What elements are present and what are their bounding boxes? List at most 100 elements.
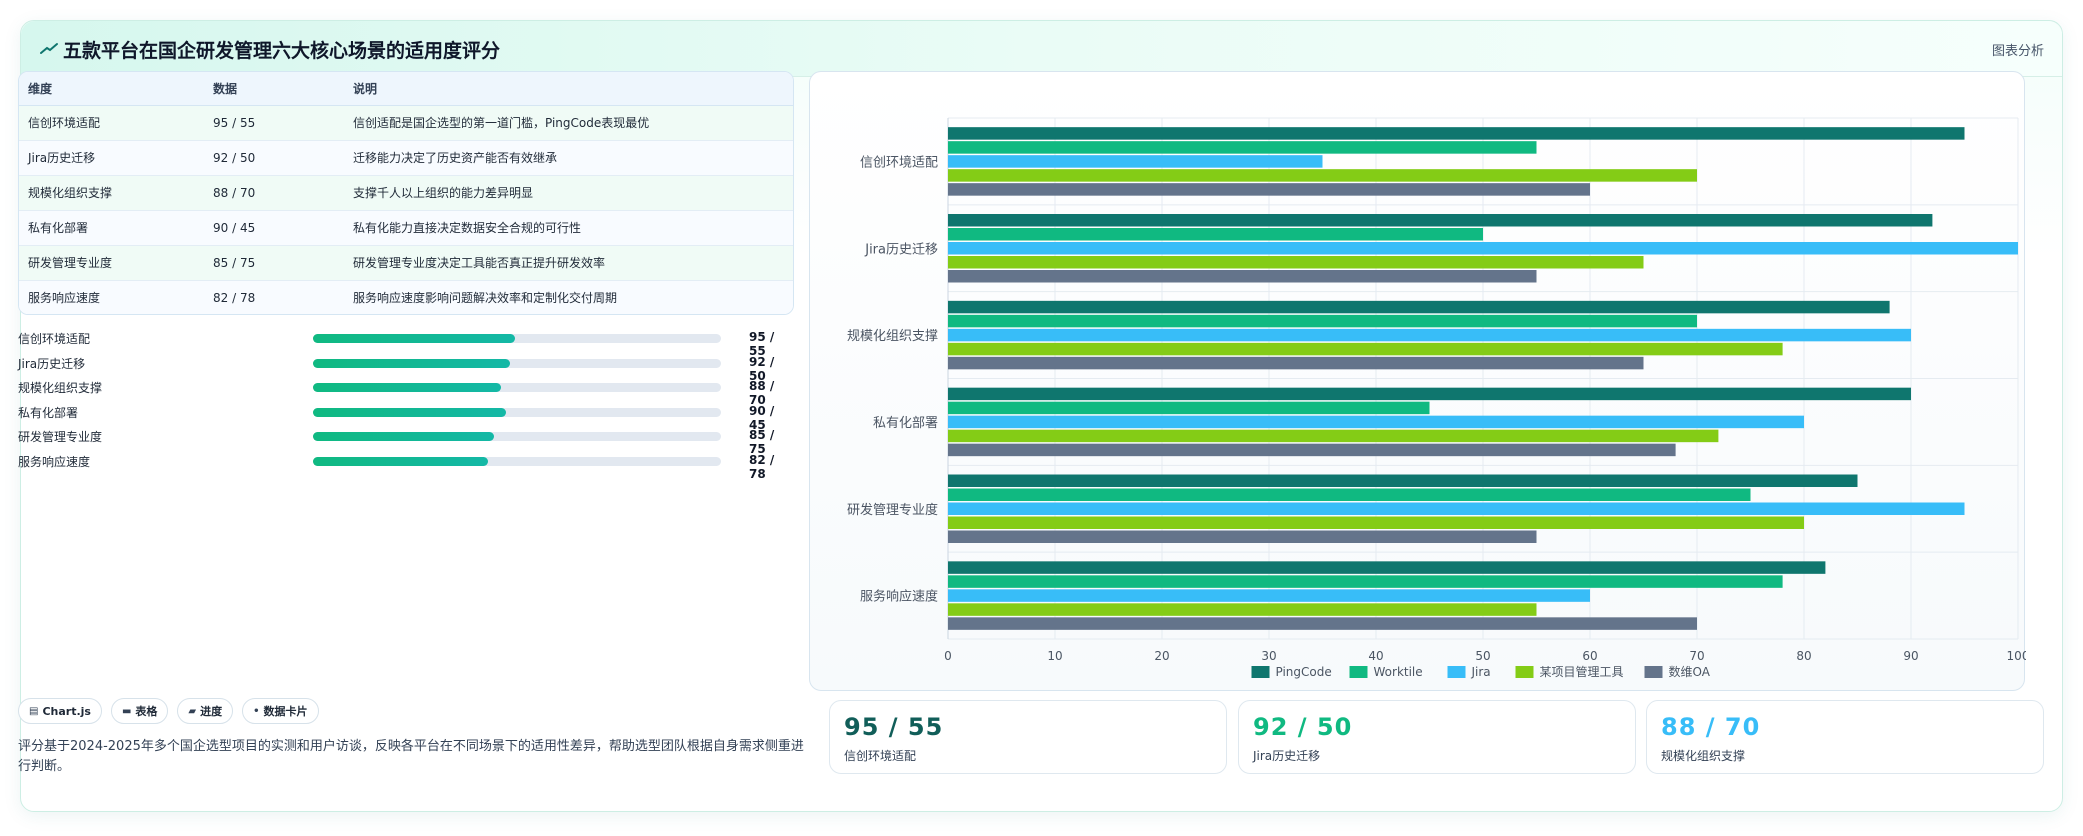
progress-icon: ▰ bbox=[188, 705, 197, 717]
y-tick-label: 信创环境适配 bbox=[860, 155, 938, 170]
table-cell-desc: 研发管理专业度决定工具能否真正提升研发效率 bbox=[344, 245, 793, 281]
bar-PingCode bbox=[948, 474, 1858, 487]
progress-list: 信创环境适配 95 / 55 Jira历史迁移 92 / 50 规模化组织支撑 88 / … bbox=[18, 326, 794, 481]
bar-数维OA bbox=[948, 356, 1644, 370]
column-header: 维度 bbox=[19, 72, 204, 106]
header: 五款平台在国企研发管理六大核心场景的适用度评分 图表分析 bbox=[21, 21, 2062, 77]
tag-chart[interactable]: ▤ Chart.js bbox=[18, 698, 102, 724]
table-cell-dim: 规模化组织支撑 bbox=[19, 175, 204, 211]
column-header: 数据 bbox=[204, 72, 344, 106]
table-cell-desc: 私有化能力直接决定数据安全合规的可行性 bbox=[344, 210, 793, 246]
legend-label: 数维OA bbox=[1669, 664, 1711, 679]
stat-card: 88 / 70 规模化组织支撑 bbox=[1646, 700, 2044, 774]
tag-list: ▤ Chart.js ▬ 表格 ▰ 进度 • 数据卡片 bbox=[18, 698, 319, 724]
y-tick-label: 私有化部署 bbox=[873, 416, 938, 431]
table-cell-desc: 信创适配是国企选型的第一道门槛，PingCode表现最优 bbox=[344, 105, 793, 141]
stat-value: 92 / 50 bbox=[1253, 713, 1353, 741]
progress-track bbox=[313, 383, 721, 392]
stat-label: Jira历史迁移 bbox=[1253, 749, 1321, 763]
bar-某项目管理工具 bbox=[948, 603, 1537, 616]
legend-label: PingCode bbox=[1276, 665, 1332, 679]
progress-label: 规模化组织支撑 bbox=[18, 381, 103, 395]
table-row: Jira历史迁移 92 / 50 迁移能力决定了历史资产能否有效继承 bbox=[19, 140, 793, 176]
score-table: 维度 数据 说明 信创环境适配 95 / 55 信创适配是国企选型的第一道门槛，Pi… bbox=[18, 71, 794, 315]
table-cell-data: 92 / 50 bbox=[204, 140, 344, 176]
progress-row: 信创环境适配 95 / 55 bbox=[18, 326, 794, 358]
legend-label: Worktile bbox=[1374, 665, 1423, 679]
table-row: 私有化部署 90 / 45 私有化能力直接决定数据安全合规的可行性 bbox=[19, 210, 793, 246]
progress-value: 92 / 50 bbox=[749, 354, 775, 383]
bar-Worktile bbox=[948, 401, 1430, 415]
tag-label: 数据卡片 bbox=[263, 705, 308, 718]
y-tick-label: 规模化组织支撑 bbox=[847, 329, 938, 344]
progress-fill bbox=[313, 432, 495, 441]
bar-PingCode bbox=[948, 561, 1826, 574]
y-tick-label: Jira历史迁移 bbox=[864, 242, 938, 257]
progress-track bbox=[313, 432, 721, 441]
table-row: 服务响应速度 82 / 78 服务响应速度影响问题解决效率和定制化交付周期 bbox=[19, 280, 793, 314]
trend-icon bbox=[40, 43, 58, 54]
x-tick-label: 20 bbox=[1154, 649, 1169, 663]
bar-Worktile bbox=[948, 141, 1537, 154]
bar-Worktile bbox=[948, 228, 1483, 241]
progress-fill bbox=[313, 456, 489, 466]
x-tick-label: 70 bbox=[1689, 649, 1704, 663]
legend-label: Jira bbox=[1471, 665, 1491, 679]
bar-数维OA bbox=[948, 530, 1537, 543]
table-cell-data: 88 / 70 bbox=[204, 175, 344, 211]
legend-swatch bbox=[1251, 666, 1270, 678]
table-cell-desc: 迁移能力决定了历史资产能否有效继承 bbox=[344, 140, 793, 176]
progress-row: Jira历史迁移 92 / 50 bbox=[18, 351, 794, 383]
y-tick-label: 研发管理专业度 bbox=[847, 502, 938, 518]
bar-某项目管理工具 bbox=[948, 516, 1804, 529]
table-cell-dim: 信创环境适配 bbox=[19, 105, 204, 141]
tag-progress[interactable]: ▰ 进度 bbox=[177, 698, 234, 724]
x-tick-label: 0 bbox=[944, 649, 952, 663]
table-cell-data: 85 / 75 bbox=[204, 245, 344, 281]
table-cell-data: 82 / 78 bbox=[204, 280, 344, 314]
progress-row: 服务响应速度 82 / 78 bbox=[18, 449, 794, 481]
tag-dot[interactable]: • 数据卡片 bbox=[242, 698, 319, 724]
table-row: 研发管理专业度 85 / 75 研发管理专业度决定工具能否真正提升研发效率 bbox=[19, 245, 793, 281]
progress-row: 研发管理专业度 85 / 75 bbox=[18, 424, 794, 456]
bar-Worktile bbox=[948, 575, 1783, 588]
progress-label: 服务响应速度 bbox=[18, 454, 91, 469]
table-cell-data: 90 / 45 bbox=[204, 210, 344, 246]
progress-fill bbox=[313, 358, 511, 368]
stat-value: 95 / 55 bbox=[844, 713, 944, 741]
progress-track bbox=[313, 334, 721, 343]
stat-card: 95 / 55 信创环境适配 bbox=[829, 700, 1227, 774]
bar-PingCode bbox=[948, 127, 1965, 140]
table-row: 规模化组织支撑 88 / 70 支撑千人以上组织的能力差异明显 bbox=[19, 175, 793, 211]
table-cell-dim: Jira历史迁移 bbox=[19, 140, 204, 176]
bar-Worktile bbox=[948, 314, 1697, 328]
chart-panel: 信创环境适配 Jira历史迁移 规模化组织支撑 私有化部署 研发管理专业度 服务响应速度 0… bbox=[809, 71, 2026, 691]
table-cell-dim: 私有化部署 bbox=[19, 210, 204, 246]
progress-fill bbox=[313, 383, 502, 392]
progress-value: 90 / 45 bbox=[749, 403, 775, 432]
tag-label: 进度 bbox=[200, 705, 223, 718]
bar-数维OA bbox=[948, 270, 1537, 283]
progress-fill bbox=[313, 407, 506, 417]
progress-label: 信创环境适配 bbox=[18, 332, 91, 346]
bar-某项目管理工具 bbox=[948, 342, 1783, 356]
stat-label: 信创环境适配 bbox=[844, 749, 917, 763]
bar-某项目管理工具 bbox=[948, 429, 1719, 443]
table-cell-desc: 支撑千人以上组织的能力差异明显 bbox=[344, 175, 793, 211]
table-row: 信创环境适配 95 / 55 信创适配是国企选型的第一道门槛，PingCode表现最… bbox=[19, 105, 793, 141]
progress-value: 95 / 55 bbox=[749, 330, 775, 358]
legend-swatch bbox=[1644, 666, 1663, 678]
table-icon: ▬ bbox=[121, 705, 132, 717]
chart-analysis-link[interactable]: 图表分析 bbox=[1991, 44, 2044, 59]
progress-label: 私有化部署 bbox=[18, 405, 79, 420]
bar-Jira bbox=[948, 242, 2018, 255]
tag-table[interactable]: ▬ 表格 bbox=[110, 698, 169, 724]
stat-label: 规模化组织支撑 bbox=[1661, 749, 1746, 763]
progress-track bbox=[313, 456, 721, 466]
legend-swatch bbox=[1447, 666, 1466, 678]
bar-PingCode bbox=[948, 300, 1890, 314]
x-tick-label: 80 bbox=[1796, 649, 1811, 663]
table-cell-dim: 研发管理专业度 bbox=[19, 245, 204, 281]
bar-PingCode bbox=[948, 214, 1933, 227]
bar-Jira bbox=[948, 328, 1911, 342]
